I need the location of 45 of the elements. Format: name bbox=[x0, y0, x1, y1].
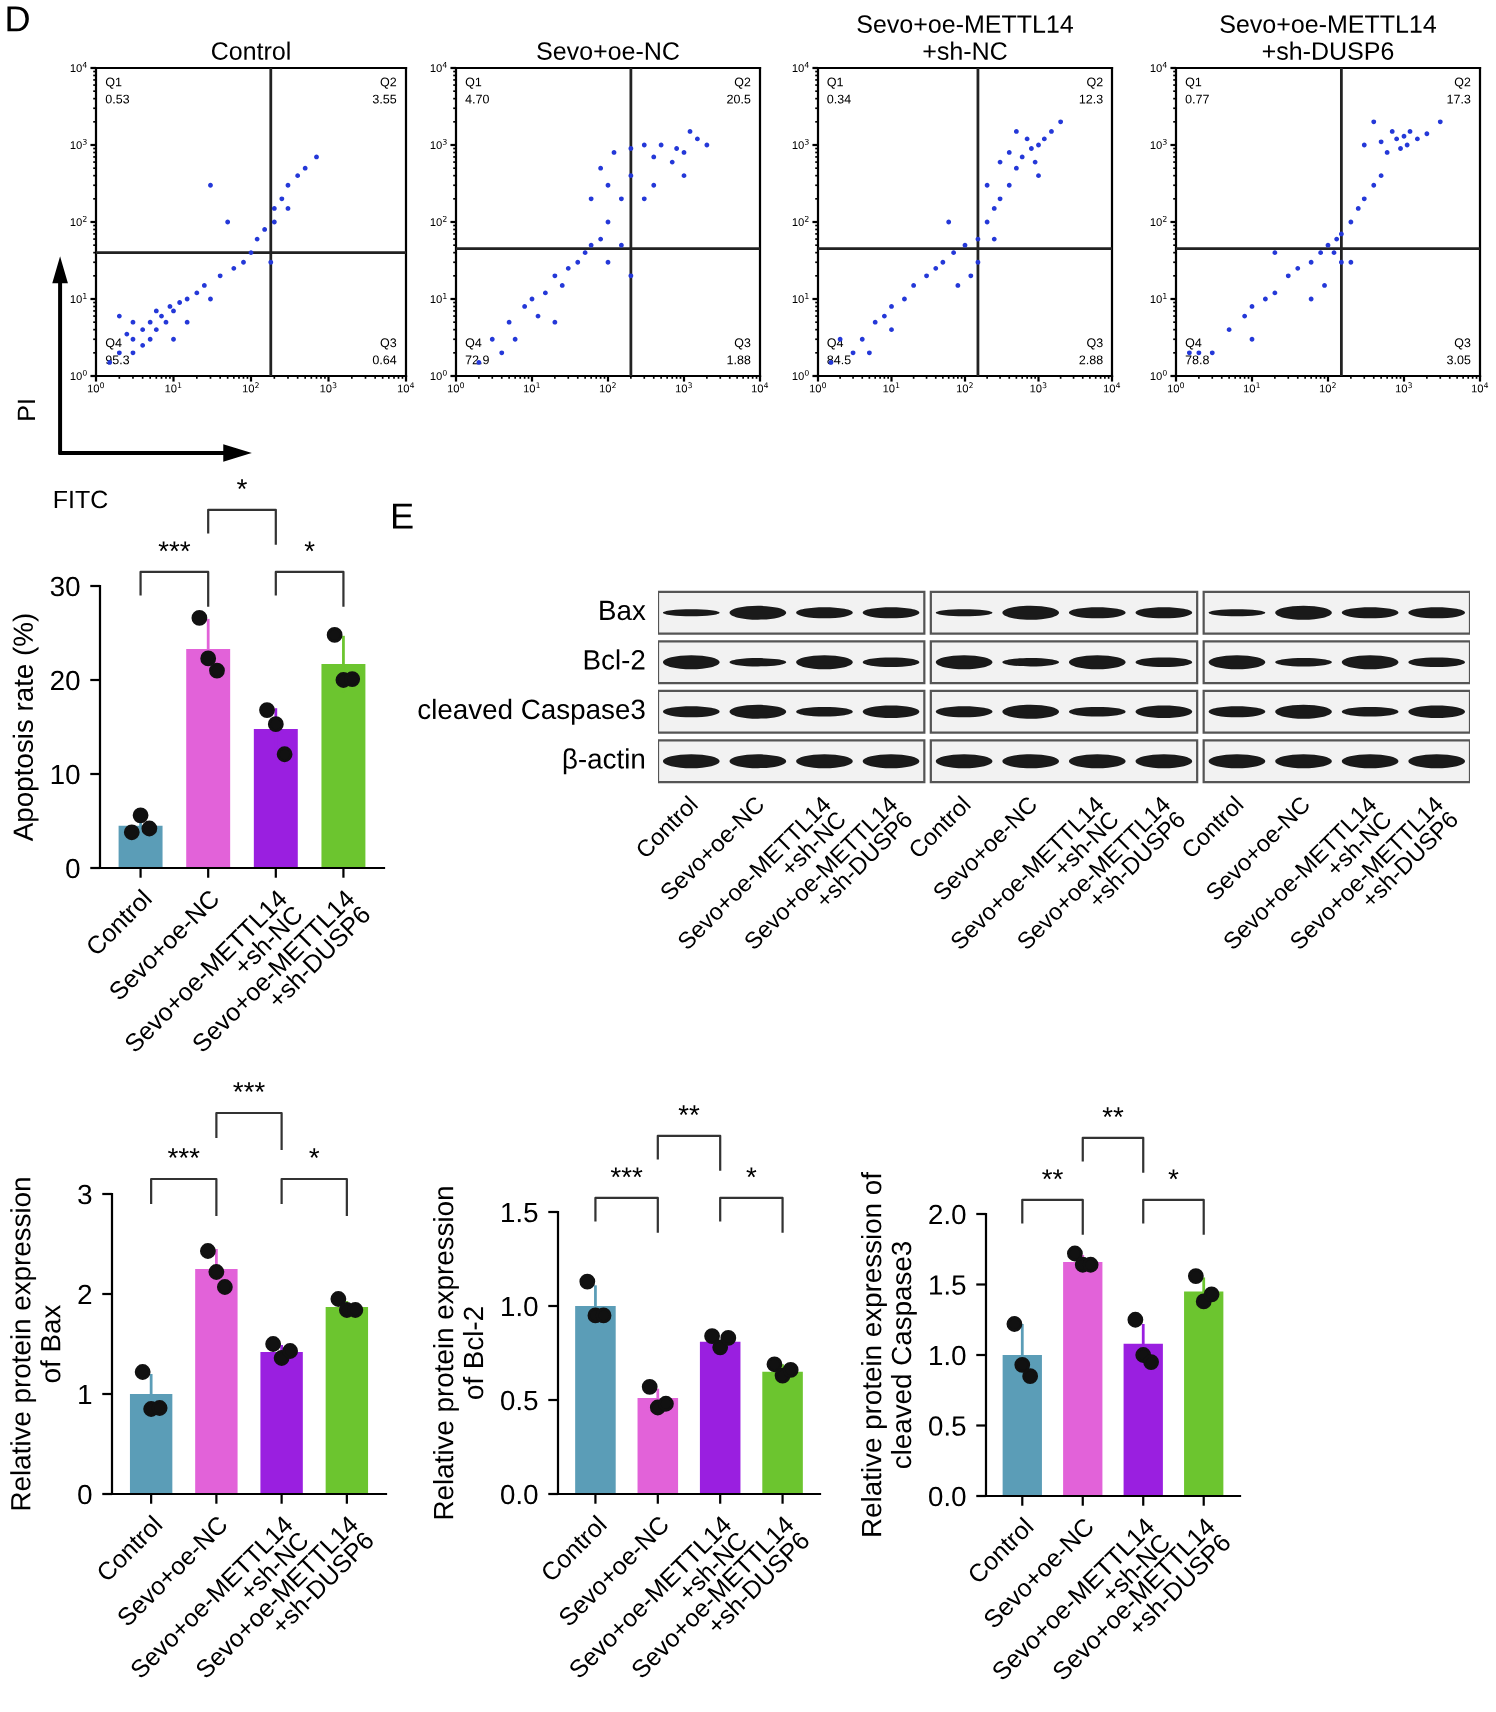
text: * bbox=[237, 479, 247, 490]
category-label: β-actin bbox=[563, 748, 645, 775]
y-axis-title: Relative protein expression of Bcl-2 bbox=[433, 1187, 484, 1519]
y-tick-label: 0 bbox=[78, 1484, 92, 1505]
y-tick-label: 30 bbox=[50, 576, 80, 597]
text: *** bbox=[610, 1167, 643, 1178]
text: * bbox=[746, 1167, 757, 1178]
y-axis-title: Relative protein expression of Bax bbox=[10, 1178, 61, 1510]
y-tick-label: 0.5 bbox=[501, 1390, 538, 1411]
y-tick-label: 1.5 bbox=[930, 1275, 966, 1295]
chart-title: Sevo+oe-METTL14 +sh-NC bbox=[857, 15, 1074, 60]
text: *** bbox=[233, 1082, 265, 1092]
y-tick-label: 0.5 bbox=[929, 1416, 966, 1436]
text: * bbox=[1168, 1169, 1179, 1180]
y-tick-label: 0.0 bbox=[929, 1486, 966, 1507]
text: *** bbox=[158, 541, 191, 552]
text: E bbox=[393, 503, 413, 529]
y-tick-label: 2 bbox=[78, 1284, 92, 1305]
y-tick-label: 1.0 bbox=[502, 1296, 538, 1317]
y-tick-label: 1.0 bbox=[930, 1345, 966, 1366]
category-label: Bax bbox=[600, 600, 646, 621]
y-tick-label: 0.0 bbox=[501, 1484, 538, 1505]
y-tick-label: 1 bbox=[79, 1384, 92, 1405]
y-tick-label: 3 bbox=[78, 1184, 92, 1205]
text: ** bbox=[1102, 1107, 1124, 1118]
text: * bbox=[304, 541, 315, 552]
text: *** bbox=[167, 1148, 200, 1158]
y-tick-label: 10 bbox=[51, 764, 80, 785]
y-axis-title: PI bbox=[17, 400, 36, 420]
y-axis-title: Relative protein expression of cleaved Caspase3 bbox=[861, 1171, 917, 1536]
y-tick-label: 0 bbox=[66, 858, 80, 879]
y-tick-label: 2.0 bbox=[929, 1204, 966, 1225]
y-tick-label: 20 bbox=[51, 670, 80, 691]
text: ** bbox=[1042, 1169, 1063, 1180]
y-axis-title: Apoptosis rate (%) bbox=[12, 614, 39, 842]
category-label: Bcl-2 bbox=[584, 649, 645, 670]
text: D bbox=[7, 6, 29, 32]
y-tick-label: 1.5 bbox=[502, 1202, 538, 1223]
category-label: cleaved Caspase3 bbox=[418, 698, 645, 725]
text: ** bbox=[678, 1105, 700, 1116]
chart-title: Control bbox=[211, 41, 290, 60]
text: * bbox=[309, 1148, 320, 1158]
x-axis-title: FITC bbox=[54, 490, 108, 509]
chart-title: Sevo+oe-METTL14 +sh-DUSP6 bbox=[1220, 15, 1437, 60]
chart-title: Sevo+oe-NC bbox=[537, 42, 679, 60]
